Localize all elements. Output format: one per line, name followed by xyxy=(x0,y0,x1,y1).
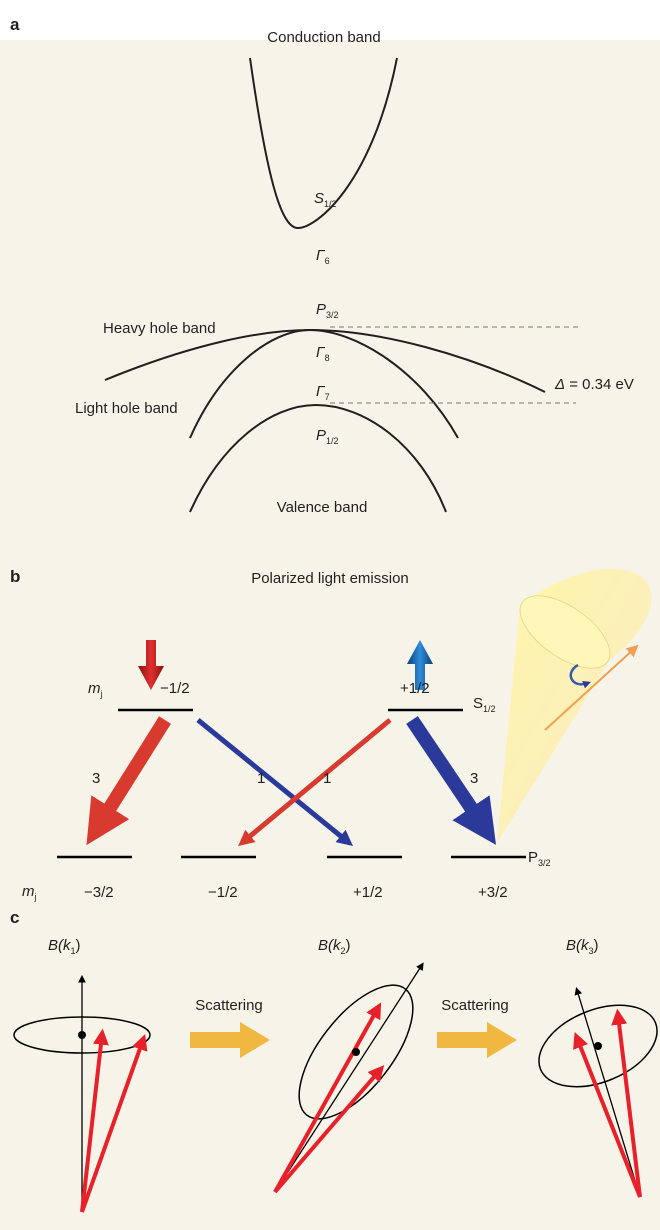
text-part: = 0.34 eV xyxy=(565,376,634,393)
weight-label: 3 xyxy=(92,770,100,787)
text-part: P xyxy=(316,427,326,444)
text-part: 1/2 xyxy=(324,199,337,209)
text-part: m xyxy=(22,883,35,900)
weight-label: 3 xyxy=(470,770,478,787)
field-label: B(k2) xyxy=(318,937,351,956)
level-label: +3/2 xyxy=(478,884,508,901)
text-part: Δ xyxy=(554,376,565,393)
step-label: Scattering xyxy=(195,997,263,1014)
text-part: B(k xyxy=(48,937,72,954)
mj-label: mj xyxy=(88,680,103,699)
text-part: P xyxy=(316,301,326,318)
band-label: Light hole band xyxy=(75,400,178,417)
step-label: Scattering xyxy=(441,997,509,1014)
pivot xyxy=(78,1031,86,1039)
level-label: −1/2 xyxy=(160,680,190,697)
weight-label: 1 xyxy=(257,770,265,787)
text-part: 3/2 xyxy=(326,310,339,320)
panel-label: a xyxy=(10,15,20,34)
delta-label: Δ = 0.34 eV xyxy=(554,376,634,393)
weight-label: 1 xyxy=(323,770,331,787)
band-label: Conduction band xyxy=(267,29,380,46)
text-part: B(k xyxy=(318,937,342,954)
text-part: 3/2 xyxy=(538,858,551,868)
level-label: +1/2 xyxy=(400,680,430,697)
pivot xyxy=(594,1042,602,1050)
text-part: j xyxy=(34,892,37,902)
text-part: B(k xyxy=(566,937,590,954)
text-part: S xyxy=(314,190,324,207)
text-part: 1/2 xyxy=(326,436,339,446)
text-part: 6 xyxy=(325,256,330,266)
text-part: P xyxy=(528,849,538,866)
band-label: Valence band xyxy=(277,499,368,516)
field-label: B(k1) xyxy=(48,937,81,956)
figure: a Conduction band S1/2 Γ6 P3/2 Heavy hol… xyxy=(0,0,660,1230)
text-part: 8 xyxy=(325,353,330,363)
level-label: −1/2 xyxy=(208,884,238,901)
level-label: −3/2 xyxy=(84,884,114,901)
mj-label: mj xyxy=(22,883,37,902)
field-label: B(k3) xyxy=(566,937,599,956)
level-label: +1/2 xyxy=(353,884,383,901)
panel-label: b xyxy=(10,567,20,586)
text-part: j xyxy=(100,689,103,699)
pivot xyxy=(352,1048,360,1056)
text-part: ) xyxy=(594,937,599,954)
text-part: 1/2 xyxy=(483,704,496,714)
panel-title: Polarized light emission xyxy=(251,570,409,587)
text-part: m xyxy=(88,680,101,697)
text-part: S xyxy=(473,695,483,712)
text-part: ) xyxy=(76,937,81,954)
panel-label: c xyxy=(10,908,19,927)
text-part: ) xyxy=(346,937,351,954)
band-label: Heavy hole band xyxy=(103,320,216,337)
text-part: 7 xyxy=(325,392,330,402)
